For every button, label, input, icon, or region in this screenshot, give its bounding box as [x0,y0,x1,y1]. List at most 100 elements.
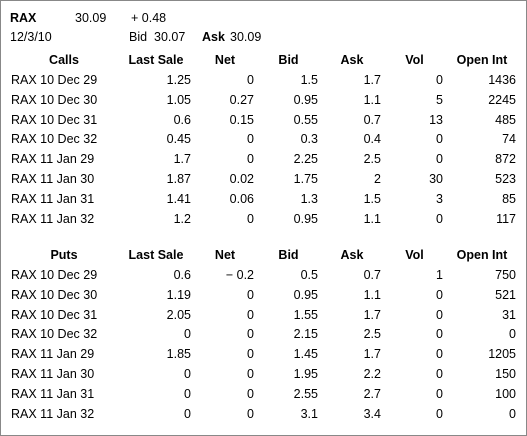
cell: 1.7 [363,73,381,87]
cell: 85 [502,191,516,206]
cell: 0 [436,367,443,381]
cell: 0 [247,287,254,302]
cell: 1.87 [166,172,191,186]
cell: 1.25 [166,73,191,87]
cell: 0 [436,152,443,167]
cell: 0 [436,211,443,226]
cell: 523 [495,172,516,186]
cell: 2.5 [363,327,381,342]
cell: 74 [502,132,516,147]
cell: 1.7 [363,307,381,322]
cell: 2.5 [363,152,381,167]
cell: 0.06 [229,191,254,206]
cell: 1.5 [363,191,381,206]
cell: 3.4 [363,406,381,421]
cell: 0 [436,386,443,401]
cell: 0.5 [300,268,318,282]
cell: 150 [495,367,516,381]
cell: 0.6 [173,268,191,282]
column-header: Last Sale [128,53,184,67]
cell: 0 [247,347,254,362]
cell: 1.1 [363,287,381,302]
column-header: Ask [340,53,364,67]
cell: 0 [436,73,443,87]
change: + 0.48 [131,11,167,25]
cell: 1436 [488,73,516,87]
cell: 31 [502,307,516,322]
row-label: RAX 10 Dec 30 [11,287,98,302]
row-label: RAX 11 Jan 29 [11,152,95,167]
cell: 1.05 [166,92,191,107]
cell: 0.95 [293,211,318,226]
cell: 750 [495,268,516,282]
cell: 1.45 [293,347,318,362]
ask-label: Ask [202,30,225,44]
cell: 0 [247,152,254,167]
row-label: RAX 11 Jan 30 [11,172,95,186]
date: 12/3/10 [10,30,52,44]
row-label: RAX 11 Jan 32 [11,211,95,226]
row-label: RAX 10 Dec 30 [11,92,98,107]
cell: 0 [247,307,254,322]
cell: 1.1 [363,92,381,107]
cell: 2.7 [363,386,381,401]
cell: 1.3 [300,191,318,206]
cell: 0 [247,132,254,147]
cell: − 0.2 [225,268,254,282]
column-header: Bid [278,248,299,262]
cell: 1.85 [166,347,191,362]
cell: 0 [436,307,443,322]
cell: 3.1 [300,406,318,421]
cell: 0.4 [363,132,381,147]
cell: 3 [436,191,443,206]
column-header: Vol [405,248,424,262]
row-label: RAX 11 Jan 32 [11,406,95,421]
cell: 1.1 [363,211,381,226]
cell: 2245 [488,92,516,107]
ask: 30.09 [230,30,262,44]
cell: 485 [495,112,516,127]
cell: 13 [429,112,443,127]
cell: 0.45 [166,132,191,147]
row-label: RAX 11 Jan 30 [11,367,95,381]
cell: 0 [184,386,191,401]
cell: 2.2 [363,367,381,381]
cell: 0 [509,406,516,421]
cell: 0.7 [363,268,381,282]
cell: 521 [495,287,516,302]
cell: 1.19 [166,287,191,302]
cell: 0.15 [229,112,254,127]
row-label: RAX 11 Jan 31 [11,191,95,206]
cell: 100 [495,386,516,401]
cell: 1.7 [173,152,191,167]
row-label: RAX 10 Dec 29 [11,73,98,87]
cell: 0.95 [293,92,318,107]
cell: 872 [495,152,516,167]
column-header: Ask [340,248,364,262]
column-header: Open Int [456,248,508,262]
last-price: 30.09 [75,11,107,25]
cell: 1.2 [173,211,191,226]
cell: 0 [436,132,443,147]
cell: 5 [436,92,443,107]
row-label: RAX 10 Dec 32 [11,132,98,147]
cell: 0.55 [293,112,318,127]
cell: 0 [436,347,443,362]
cell: 1205 [488,347,516,362]
cell: 0 [436,327,443,342]
cell: 0 [436,406,443,421]
column-header: Calls [49,53,79,67]
cell: 1.41 [166,191,191,206]
column-header: Open Int [456,53,508,67]
cell: 0 [184,327,191,342]
cell: 1.7 [363,347,381,362]
cell: 0 [509,327,516,342]
cell: 2.25 [293,152,318,167]
cell: 30 [429,172,443,186]
cell: 1.75 [293,172,318,186]
cell: 2.05 [166,307,191,322]
bid: 30.07 [154,30,186,44]
cell: 0 [247,73,254,87]
cell: 0 [247,367,254,381]
cell: 2.55 [293,386,318,401]
